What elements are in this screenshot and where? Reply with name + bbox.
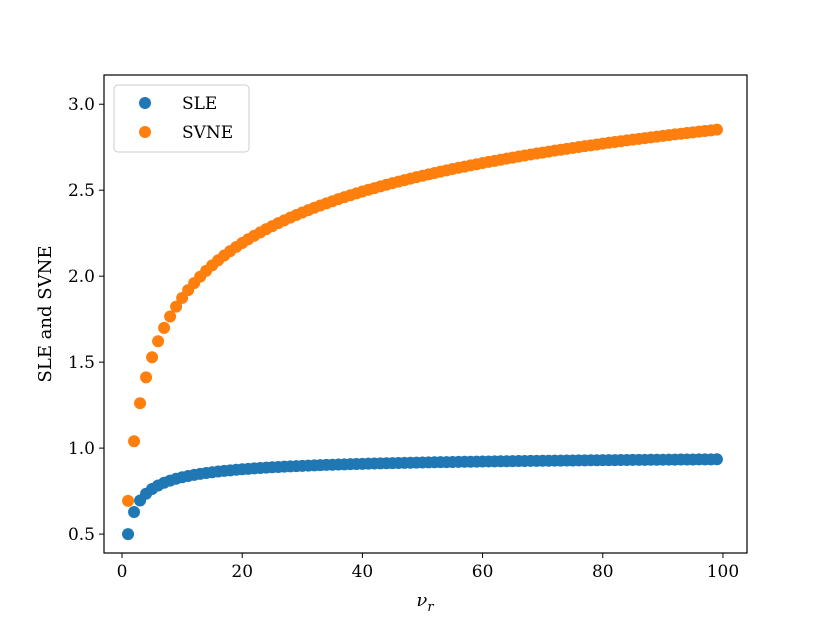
y-tick-label: 0.5 xyxy=(68,525,95,545)
y-axis: 0.5 1.0 1.5 2.0 2.5 3.0 xyxy=(68,95,104,545)
y-tick-label: 2.5 xyxy=(68,181,95,201)
point-svne xyxy=(170,300,183,313)
x-tick-label: 40 xyxy=(352,562,374,582)
x-axis-label-subscript: r xyxy=(427,600,434,615)
point-svne xyxy=(140,371,153,384)
point-sle xyxy=(128,505,141,518)
point-svne xyxy=(152,335,165,348)
series-layer xyxy=(122,123,723,541)
y-tick-label: 3.0 xyxy=(68,95,95,115)
point-sle xyxy=(122,528,135,541)
point-svne xyxy=(122,494,135,507)
legend-label-sle: SLE xyxy=(182,94,217,114)
x-tick-label: 0 xyxy=(117,562,128,582)
x-tick-label: 60 xyxy=(472,562,494,582)
x-axis-label: νr xyxy=(416,590,434,615)
point-svne xyxy=(710,123,723,136)
y-tick-label: 2.0 xyxy=(68,267,95,287)
plot-frame xyxy=(103,74,748,554)
x-tick-label: 80 xyxy=(592,562,614,582)
y-tick-label: 1.5 xyxy=(68,353,95,373)
point-svne xyxy=(146,351,159,364)
point-svne xyxy=(158,321,171,334)
x-axis: 0 20 40 60 80 100 xyxy=(117,553,739,582)
legend-label-svne: SVNE xyxy=(182,123,233,143)
legend-marker-sle xyxy=(139,97,151,109)
point-svne xyxy=(134,397,147,410)
point-sle xyxy=(710,453,723,466)
series-sle xyxy=(122,453,723,541)
legend-marker-svne xyxy=(139,126,151,138)
y-axis-label: SLE and SVNE xyxy=(35,246,56,383)
x-tick-label: 20 xyxy=(231,562,253,582)
y-tick-label: 1.0 xyxy=(68,439,95,459)
legend: SLE SVNE xyxy=(113,84,250,153)
series-svne xyxy=(122,123,723,507)
point-svne xyxy=(164,310,177,323)
point-svne xyxy=(128,435,141,448)
x-axis-label-main: ν xyxy=(416,590,427,611)
x-tick-label: 100 xyxy=(707,562,739,582)
